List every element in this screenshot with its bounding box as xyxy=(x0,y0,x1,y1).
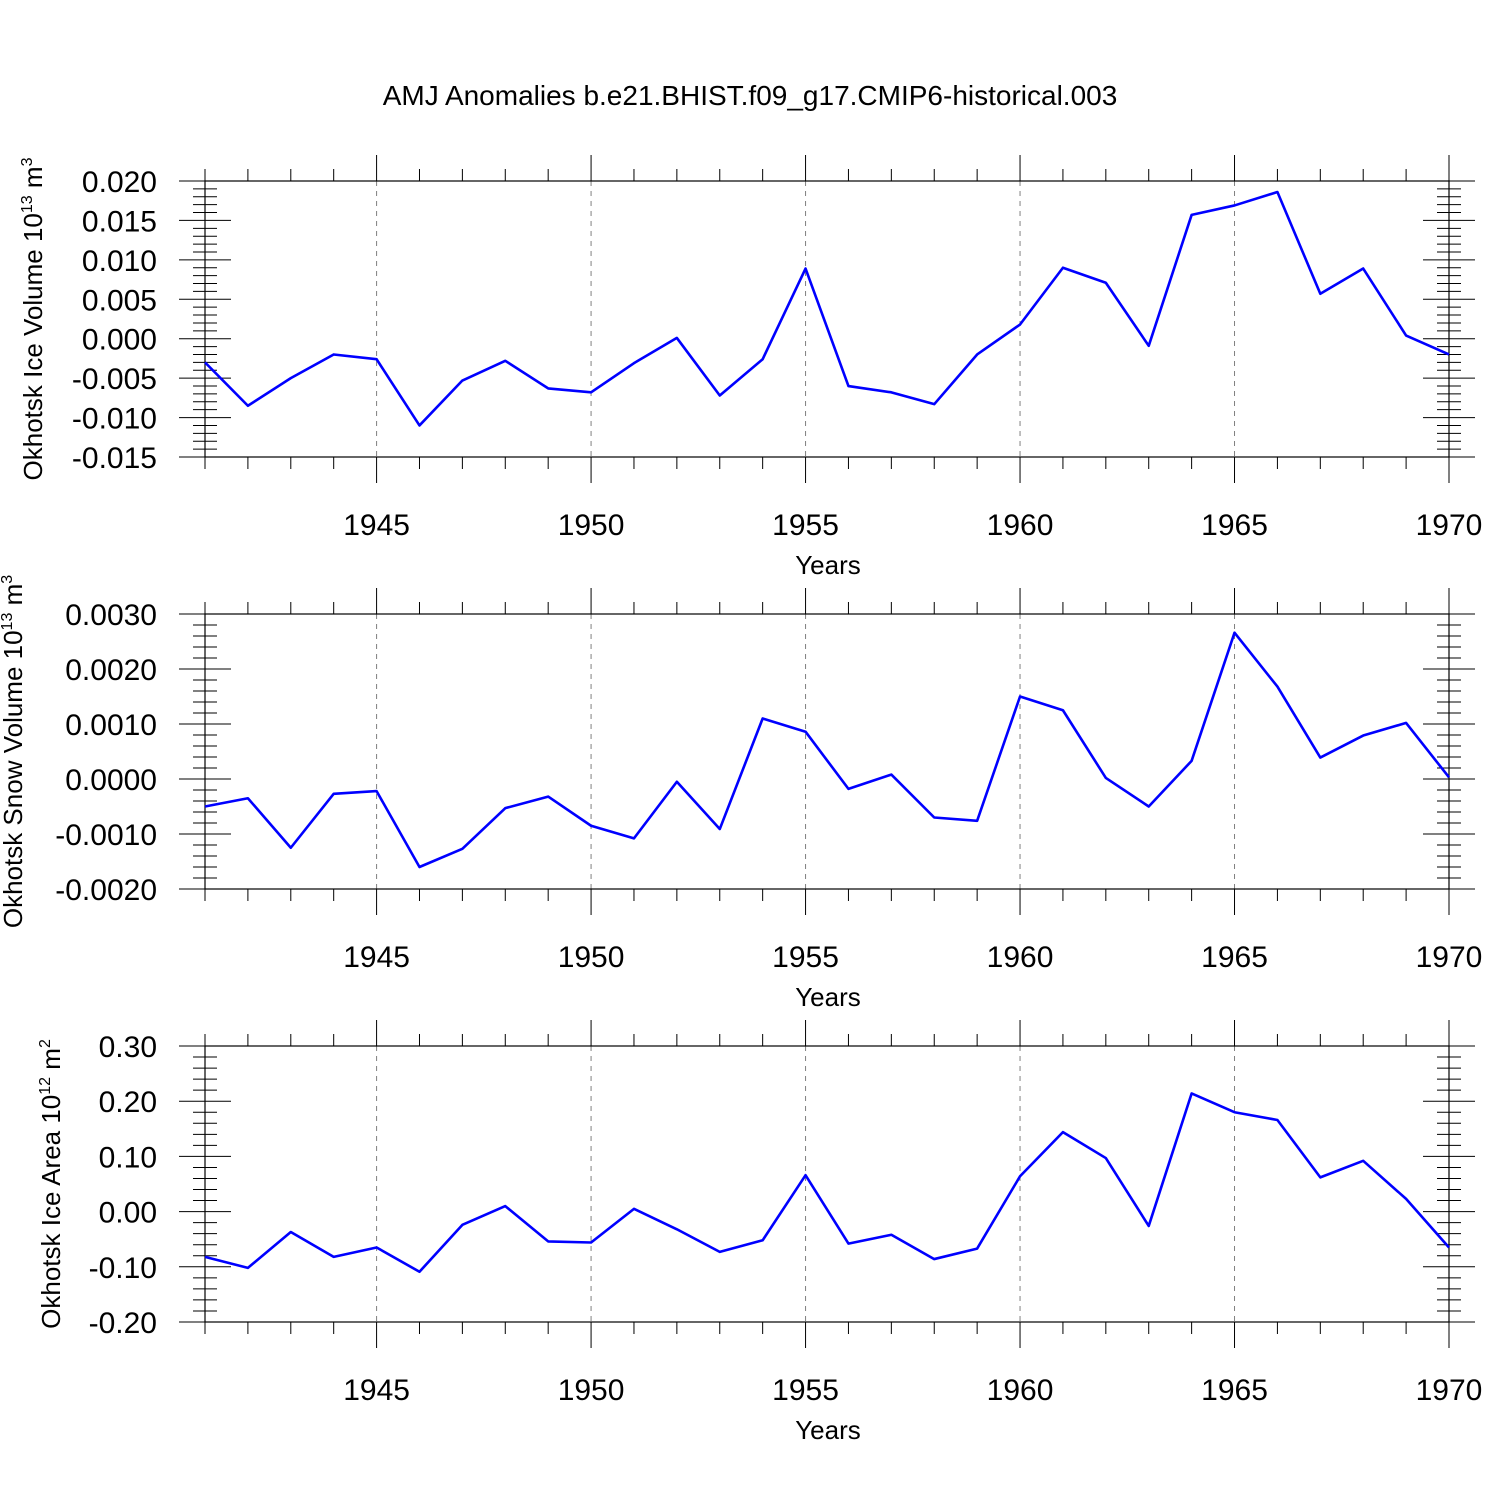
y-tick-label: 0.0030 xyxy=(65,599,157,632)
y-tick-label: 0.20 xyxy=(99,1086,157,1119)
x-tick-label: 1970 xyxy=(1416,941,1483,974)
y-tick-label: 0.10 xyxy=(99,1141,157,1174)
x-tick-label: 1960 xyxy=(987,941,1054,974)
series-line-1 xyxy=(204,631,1451,869)
y-tick-label: -0.10 xyxy=(89,1252,157,1285)
y-axis-label-exp: 13 xyxy=(0,613,16,631)
y-axis-label-unit-exp: 3 xyxy=(19,157,36,166)
x-tick-label: 1945 xyxy=(343,509,410,542)
x-tick-label: 1950 xyxy=(558,509,625,542)
y-tick-label: 0.0000 xyxy=(65,764,157,797)
plot-frame xyxy=(204,613,1450,890)
x-tick-label: 1955 xyxy=(772,941,839,974)
x-axis-label: Years xyxy=(795,1415,861,1445)
series-line-1 xyxy=(204,190,1450,427)
x-tick-label: 1970 xyxy=(1416,509,1483,542)
x-tick-label: 1970 xyxy=(1416,1374,1483,1407)
x-tick-label: 1965 xyxy=(1201,1374,1268,1407)
x-tick-label: 1960 xyxy=(987,1374,1054,1407)
y-tick-label: -0.0010 xyxy=(55,819,157,852)
panel-3: -0.20 -0.10 0.00 0.10 0.20 0.30 1945 1950 1955 19… xyxy=(36,1020,1482,1445)
x-tick-label: 1960 xyxy=(987,509,1054,542)
y-tick-label: 0.020 xyxy=(82,166,157,199)
y-tick-label: -0.20 xyxy=(89,1307,157,1340)
x-tick-label: 1955 xyxy=(772,509,839,542)
x-tick-label: 1965 xyxy=(1201,941,1268,974)
series-line-1 xyxy=(204,1092,1450,1274)
y-axis-label-unit: m xyxy=(36,1048,66,1077)
y-tick-label: 0.005 xyxy=(82,284,157,317)
y-axis-label-unit-exp: 3 xyxy=(0,575,16,584)
chart-title: AMJ Anomalies b.e21.BHIST.f09_g17.CMIP6-… xyxy=(383,80,1118,111)
y-axis-label: Okhotsk Ice Volume 1013 m3 xyxy=(18,157,48,480)
y-tick-label: -0.005 xyxy=(72,363,157,396)
x-tick-label: 1945 xyxy=(343,941,410,974)
x-axis-label: Years xyxy=(795,982,861,1012)
plot-frame xyxy=(204,180,1450,458)
y-axis-label: Okhotsk Snow Volume 1013 m3 xyxy=(0,575,28,928)
y-tick-label: 0.0010 xyxy=(65,709,157,742)
x-axis-label: Years xyxy=(795,550,861,580)
y-axis-label-unit: m xyxy=(0,584,28,613)
y-axis-label-main: Okhotsk Ice Area 10 xyxy=(36,1095,66,1329)
y-tick-label: 0.010 xyxy=(82,245,157,278)
y-tick-label: -0.015 xyxy=(72,442,157,475)
y-axis-label-unit-exp: 2 xyxy=(37,1039,54,1048)
x-tick-label: 1945 xyxy=(343,1374,410,1407)
y-tick-label: 0.0020 xyxy=(65,654,157,687)
y-tick-label: -0.010 xyxy=(72,403,157,436)
panels: -0.015 -0.010 -0.005 0.000 0.005 0.010 0.015 0.… xyxy=(0,155,1482,1445)
y-tick-label: 0.000 xyxy=(82,324,157,357)
y-axis-label-exp: 13 xyxy=(19,195,36,213)
y-axis-label-unit: m xyxy=(18,166,48,195)
x-tick-label: 1950 xyxy=(558,1374,625,1407)
y-axis-label-main: Okhotsk Ice Volume 10 xyxy=(18,213,48,480)
x-tick-label: 1965 xyxy=(1201,509,1268,542)
panel-2: -0.0020 -0.0010 0.0000 0.0010 0.0020 0.0030 19… xyxy=(0,575,1482,1012)
x-tick-label: 1955 xyxy=(772,1374,839,1407)
y-axis-label-exp: 12 xyxy=(37,1077,54,1095)
plot-frame xyxy=(204,1045,1450,1323)
x-tick-label: 1950 xyxy=(558,941,625,974)
y-tick-label: 0.00 xyxy=(99,1197,157,1230)
panel-1: -0.015 -0.010 -0.005 0.000 0.005 0.010 0.015 0.… xyxy=(18,155,1482,580)
y-tick-label: 0.30 xyxy=(99,1031,157,1064)
y-axis-label: Okhotsk Ice Area 1012 m2 xyxy=(36,1039,66,1329)
y-tick-label: 0.015 xyxy=(82,205,157,238)
y-tick-label: -0.0020 xyxy=(55,874,157,907)
y-axis-label-main: Okhotsk Snow Volume 10 xyxy=(0,630,28,928)
